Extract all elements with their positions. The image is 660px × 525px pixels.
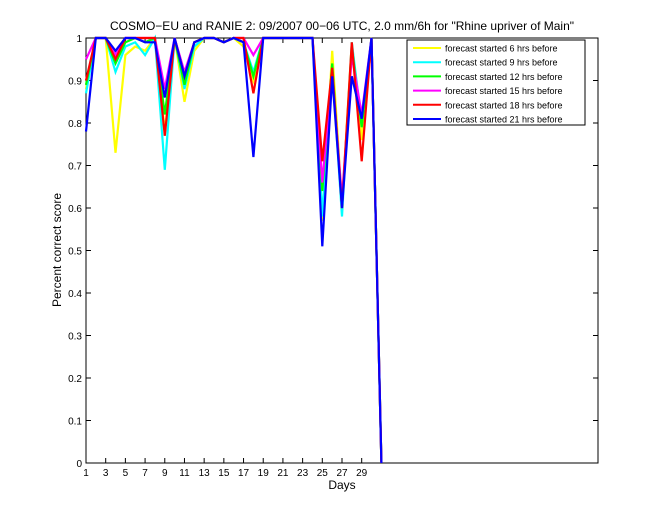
y-tick-label: 0.5 bbox=[68, 247, 82, 258]
x-tick-label: 15 bbox=[218, 468, 230, 479]
x-tick-label: 1 bbox=[83, 468, 89, 479]
legend-label: forecast started 21 hrs before bbox=[445, 115, 563, 125]
legend-label: forecast started 12 hrs before bbox=[445, 72, 563, 82]
x-tick-label: 11 bbox=[179, 468, 190, 479]
x-tick-label: 13 bbox=[199, 468, 211, 479]
y-tick-label: 0.7 bbox=[68, 162, 82, 173]
x-tick-label: 5 bbox=[123, 468, 129, 479]
legend-label: forecast started 18 hrs before bbox=[445, 100, 563, 110]
y-axis-label: Percent correct score bbox=[50, 193, 64, 307]
legend: forecast started 6 hrs before forecast st… bbox=[406, 39, 586, 126]
y-axis: 0 0.1 0.2 0.3 0.4 0.5 0.6 0.7 0.8 0.9 1 bbox=[68, 34, 598, 470]
y-tick-label: 1 bbox=[76, 34, 82, 45]
y-tick-label: 0.9 bbox=[68, 77, 82, 88]
x-tick-label: 17 bbox=[238, 468, 250, 479]
y-tick-label: 0.8 bbox=[68, 119, 82, 130]
x-tick-label: 23 bbox=[297, 468, 309, 479]
x-tick-label: 21 bbox=[277, 468, 289, 479]
x-tick-label: 9 bbox=[162, 468, 168, 479]
legend-label: forecast started 9 hrs before bbox=[445, 58, 558, 68]
x-tick-label: 3 bbox=[103, 468, 109, 479]
legend-box bbox=[406, 39, 586, 126]
x-tick-label: 27 bbox=[336, 468, 348, 479]
y-tick-label: 0.2 bbox=[68, 374, 82, 385]
x-tick-label: 7 bbox=[142, 468, 148, 479]
x-tick-label: 25 bbox=[317, 468, 329, 479]
x-tick-label: 29 bbox=[356, 468, 368, 479]
x-axis-label: Days bbox=[328, 478, 355, 492]
y-tick-label: 0.6 bbox=[68, 204, 82, 215]
series-line-6 bbox=[84, 36, 383, 464]
y-tick-label: 0.4 bbox=[68, 289, 82, 300]
y-tick-label: 0.1 bbox=[68, 417, 82, 428]
y-tick-label: 0 bbox=[76, 459, 82, 470]
legend-label: forecast started 15 hrs before bbox=[445, 86, 563, 96]
x-tick-label: 19 bbox=[258, 468, 270, 479]
series-lines bbox=[84, 34, 383, 464]
y-tick-label: 0.3 bbox=[68, 332, 82, 343]
legend-label: forecast started 6 hrs before bbox=[445, 44, 558, 54]
chart-title: COSMO−EU and RANIE 2: 09/2007 00−06 UTC,… bbox=[110, 19, 574, 33]
